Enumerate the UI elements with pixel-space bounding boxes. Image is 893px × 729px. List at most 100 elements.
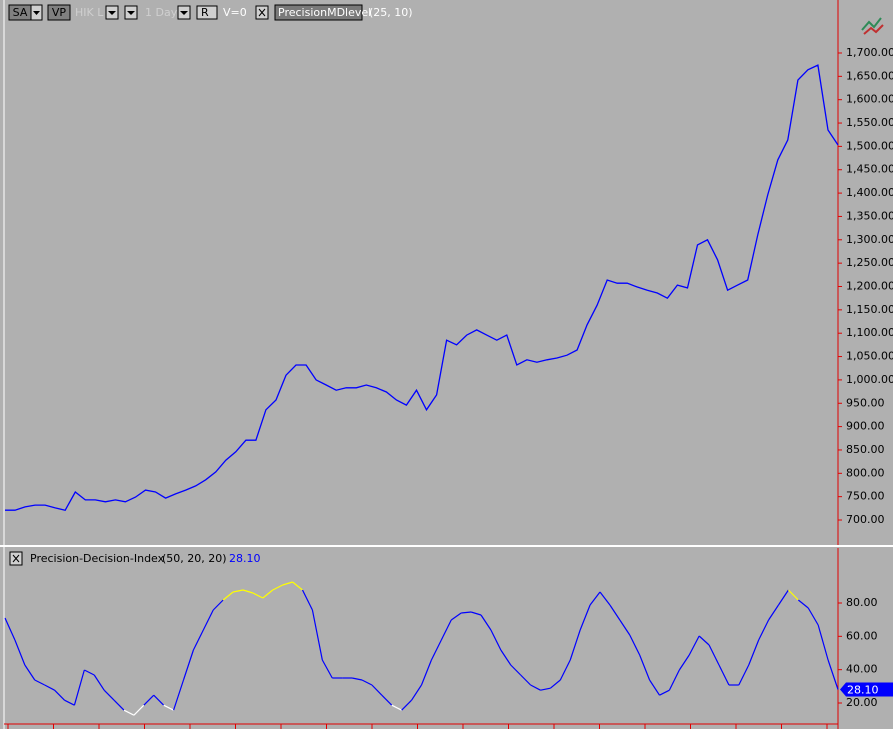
- y-tick-label: 60.00: [846, 629, 878, 642]
- indicator-segment: [182, 649, 194, 681]
- indicator-segment: [589, 591, 601, 606]
- indicator-segment: [530, 684, 541, 691]
- indicator-segment: [500, 649, 512, 666]
- indicator-segment: [212, 599, 224, 611]
- y-tick-label: 900.00: [846, 420, 885, 433]
- indicator-segment: [490, 629, 502, 651]
- y-tick-label: 1,400.00: [846, 186, 893, 199]
- indicator-segment: [827, 659, 839, 690]
- study-title: PrecisionMDlevel: [278, 6, 371, 19]
- indicator-segment: [351, 677, 363, 681]
- y-tick-label: 1,700.00: [846, 46, 893, 59]
- indicator-segment: [629, 634, 641, 656]
- indicator-value: 28.10: [229, 552, 261, 565]
- indicator-segment: [321, 659, 333, 679]
- indicator-segment: [371, 684, 383, 696]
- r-button[interactable]: [196, 5, 218, 20]
- y-tick-label: 1,450.00: [846, 163, 893, 176]
- r-label: R: [201, 6, 209, 19]
- indicator-segment: [510, 664, 522, 676]
- y-tick-label: 1,500.00: [846, 139, 893, 152]
- current-value-tag: [840, 682, 893, 697]
- y-tick-label: 80.00: [846, 596, 878, 609]
- indicator-segment: [54, 689, 65, 701]
- indicator-segment: [242, 589, 254, 594]
- indicator-segment: [34, 679, 45, 686]
- y-tick-label: 800.00: [846, 466, 885, 479]
- indicator-segment: [391, 704, 402, 711]
- y-tick-label: 850.00: [846, 443, 885, 456]
- period-label: 1 Day: [145, 6, 178, 19]
- close-icon: [12, 554, 20, 563]
- dropdown-arrow: [127, 11, 135, 15]
- indicator-segment: [262, 589, 274, 599]
- indicator-segment: [4, 617, 16, 641]
- indicator-segment: [738, 664, 750, 686]
- indicator-segment: [113, 699, 125, 711]
- indicator-segment: [64, 699, 75, 706]
- indicator-segment: [143, 694, 155, 706]
- indicator-segment: [768, 604, 780, 621]
- study-button[interactable]: [274, 4, 363, 21]
- indicator-segment: [401, 699, 413, 711]
- dropdown-arrow: [108, 11, 116, 15]
- indicator-segment: [411, 684, 423, 701]
- toolbar: SA VP HIK L 1 Day R V=0 PrecisionMDlevel…: [8, 4, 413, 21]
- y-tick-label: 1,550.00: [846, 116, 893, 129]
- indicator-segment: [73, 669, 85, 706]
- indicator-segment: [807, 607, 819, 626]
- indicator-segment: [708, 644, 720, 666]
- indicator-segment: [381, 694, 393, 706]
- symbol-label: HIK L: [75, 6, 104, 19]
- indicator-segment: [698, 635, 710, 646]
- indicator-segment: [430, 639, 442, 661]
- y-tick-label: 1,250.00: [846, 256, 893, 269]
- y-tick-label: 1,650.00: [846, 69, 893, 82]
- indicator-segment: [559, 659, 571, 681]
- indicator-segment: [311, 609, 323, 661]
- indicator-segment: [133, 704, 145, 716]
- y-tick-label: 40.00: [846, 663, 878, 676]
- vp-button[interactable]: [47, 4, 71, 21]
- y-tick-label: 1,600.00: [846, 93, 893, 106]
- indicator-segment: [540, 687, 551, 691]
- close-icon: [258, 8, 266, 17]
- indicator-segment: [202, 609, 214, 631]
- indicator-segment: [222, 591, 234, 601]
- y-tick-label: 1,350.00: [846, 209, 893, 222]
- y-tick-label: 20.00: [846, 696, 878, 709]
- y-tick-label: 1,050.00: [846, 350, 893, 363]
- indicator-segment: [153, 694, 165, 706]
- indicator-segment: [252, 592, 264, 599]
- y-tick-label: 1,300.00: [846, 233, 893, 246]
- indicator-segment: [44, 684, 55, 691]
- indicator-segment: [599, 591, 611, 606]
- indicator-segment: [440, 619, 452, 641]
- volume-label: V=0: [223, 6, 247, 19]
- indicator-title: Precision-Decision-Index: [30, 552, 165, 565]
- sa-label: SA: [13, 6, 28, 19]
- indicator-segment: [163, 704, 174, 711]
- indicator-segment: [480, 614, 492, 631]
- indicator-segment: [282, 581, 293, 586]
- indicator-segment: [688, 635, 700, 656]
- indicator-segment: [420, 659, 432, 686]
- chart-icon[interactable]: [861, 17, 884, 35]
- indicator-segment: [649, 679, 661, 696]
- indicator-segment: [461, 611, 472, 614]
- indicator-segment: [718, 664, 730, 686]
- indicator-segment: [301, 589, 313, 611]
- icon-line: [861, 17, 882, 31]
- indicator-segment: [659, 689, 670, 696]
- indicator-segment: [24, 664, 36, 681]
- indicator-segment: [103, 689, 115, 701]
- y-tick-label: 750.00: [846, 490, 885, 503]
- indicator-segment: [550, 679, 561, 689]
- current-value-label: 28.10: [847, 684, 879, 697]
- indicator-segment: [817, 624, 829, 661]
- y-tick-label: 1,150.00: [846, 303, 893, 316]
- indicator-segment: [569, 629, 581, 661]
- indicator-segment: [470, 611, 482, 616]
- indicator-segment: [14, 639, 26, 666]
